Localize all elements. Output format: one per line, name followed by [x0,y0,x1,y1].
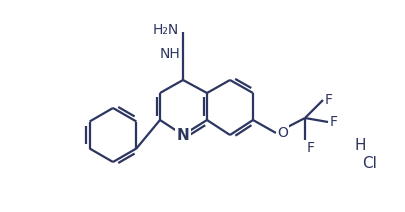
Text: F: F [325,93,333,107]
Text: H: H [354,138,366,152]
Text: F: F [330,115,338,129]
Text: NH: NH [159,47,180,61]
Text: O: O [277,126,288,140]
Text: N: N [177,127,190,142]
Text: Cl: Cl [362,155,377,170]
Text: F: F [307,141,315,155]
Text: H₂N: H₂N [153,23,179,37]
